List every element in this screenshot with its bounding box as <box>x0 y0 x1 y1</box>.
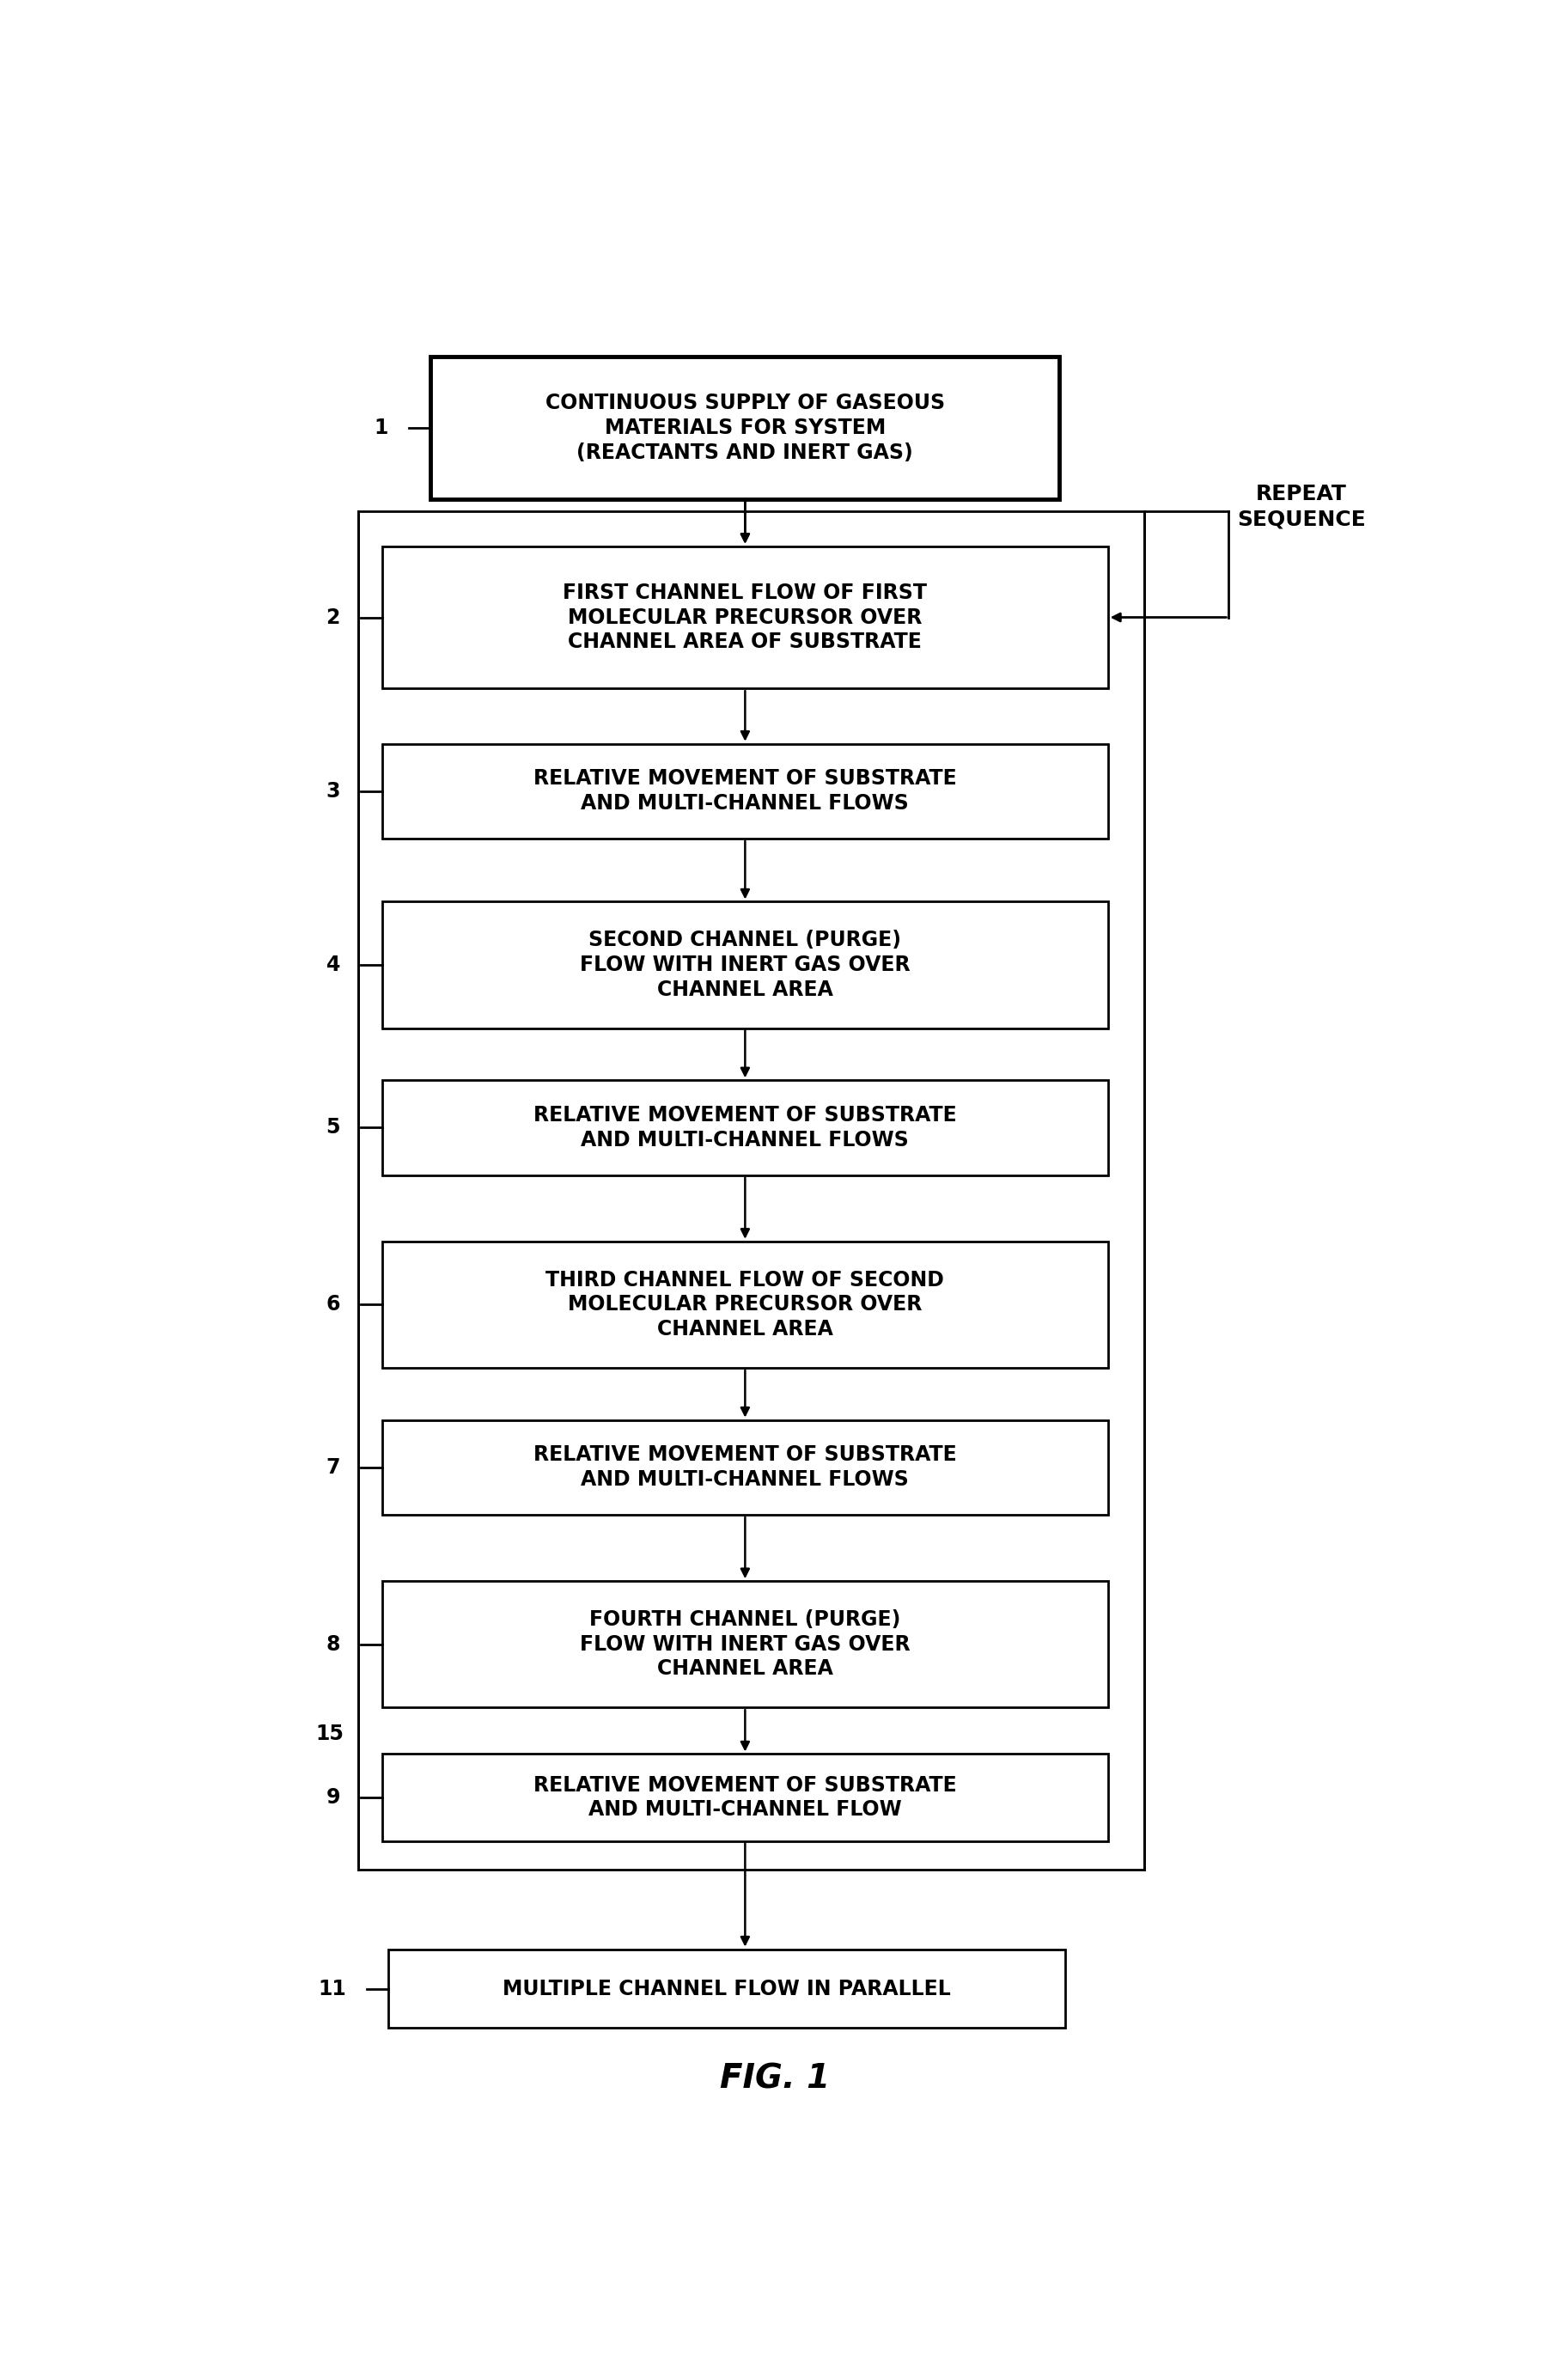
FancyBboxPatch shape <box>382 1580 1108 1706</box>
Text: FOURTH CHANNEL (PURGE)
FLOW WITH INERT GAS OVER
CHANNEL AREA: FOURTH CHANNEL (PURGE) FLOW WITH INERT G… <box>580 1609 911 1680</box>
Text: RELATIVE MOVEMENT OF SUBSTRATE
AND MULTI-CHANNEL FLOWS: RELATIVE MOVEMENT OF SUBSTRATE AND MULTI… <box>534 1445 956 1490</box>
Text: 5: 5 <box>326 1116 340 1138</box>
Text: 2: 2 <box>326 607 340 628</box>
Text: 15: 15 <box>315 1723 343 1745</box>
FancyBboxPatch shape <box>382 1242 1108 1368</box>
Text: THIRD CHANNEL FLOW OF SECOND
MOLECULAR PRECURSOR OVER
CHANNEL AREA: THIRD CHANNEL FLOW OF SECOND MOLECULAR P… <box>546 1269 944 1340</box>
Text: 8: 8 <box>326 1635 340 1654</box>
Text: 6: 6 <box>326 1295 340 1314</box>
FancyBboxPatch shape <box>382 902 1108 1028</box>
Text: REPEAT
SEQUENCE: REPEAT SEQUENCE <box>1237 483 1365 531</box>
Text: SECOND CHANNEL (PURGE)
FLOW WITH INERT GAS OVER
CHANNEL AREA: SECOND CHANNEL (PURGE) FLOW WITH INERT G… <box>580 931 911 1000</box>
Text: 7: 7 <box>326 1457 340 1478</box>
FancyBboxPatch shape <box>382 1081 1108 1176</box>
Text: RELATIVE MOVEMENT OF SUBSTRATE
AND MULTI-CHANNEL FLOWS: RELATIVE MOVEMENT OF SUBSTRATE AND MULTI… <box>534 1104 956 1150</box>
Text: 9: 9 <box>326 1787 340 1809</box>
Text: FIRST CHANNEL FLOW OF FIRST
MOLECULAR PRECURSOR OVER
CHANNEL AREA OF SUBSTRATE: FIRST CHANNEL FLOW OF FIRST MOLECULAR PR… <box>563 583 927 652</box>
Text: CONTINUOUS SUPPLY OF GASEOUS
MATERIALS FOR SYSTEM
(REACTANTS AND INERT GAS): CONTINUOUS SUPPLY OF GASEOUS MATERIALS F… <box>546 393 945 462</box>
FancyBboxPatch shape <box>382 1421 1108 1514</box>
Text: 3: 3 <box>326 781 340 802</box>
Text: 11: 11 <box>318 1978 346 1999</box>
FancyBboxPatch shape <box>431 357 1059 500</box>
Text: FIG. 1: FIG. 1 <box>721 2063 830 2094</box>
Text: 4: 4 <box>326 954 340 976</box>
Text: RELATIVE MOVEMENT OF SUBSTRATE
AND MULTI-CHANNEL FLOW: RELATIVE MOVEMENT OF SUBSTRATE AND MULTI… <box>534 1775 956 1821</box>
Text: RELATIVE MOVEMENT OF SUBSTRATE
AND MULTI-CHANNEL FLOWS: RELATIVE MOVEMENT OF SUBSTRATE AND MULTI… <box>534 769 956 814</box>
Text: MULTIPLE CHANNEL FLOW IN PARALLEL: MULTIPLE CHANNEL FLOW IN PARALLEL <box>502 1978 952 1999</box>
FancyBboxPatch shape <box>382 743 1108 838</box>
Text: 1: 1 <box>374 416 388 438</box>
FancyBboxPatch shape <box>382 1754 1108 1842</box>
FancyBboxPatch shape <box>382 547 1108 688</box>
FancyBboxPatch shape <box>388 1949 1065 2028</box>
